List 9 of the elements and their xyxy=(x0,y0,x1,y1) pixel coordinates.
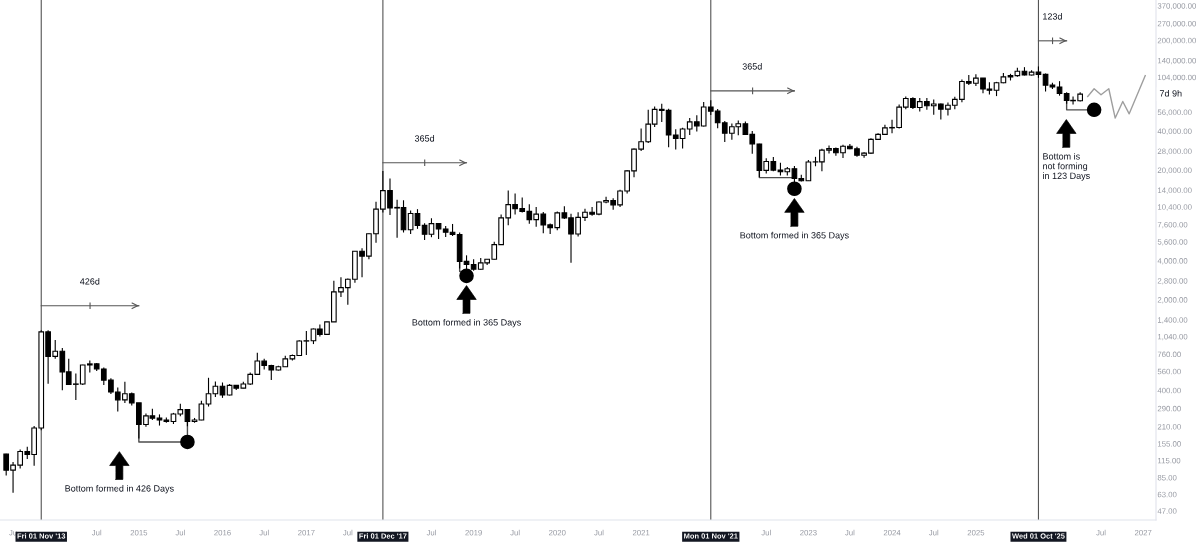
annotation: 426d xyxy=(79,277,100,285)
annotation: 123d xyxy=(1043,13,1062,20)
annotation: Bottom is not forming in 123 Days xyxy=(1043,152,1090,181)
text: 7d 9h xyxy=(1159,89,1182,97)
annotation: 365d xyxy=(742,63,762,70)
annotation: Bottom formed in 365 Days xyxy=(740,231,849,241)
annotation: Bottom formed in 426 Days xyxy=(65,485,174,494)
annotation: Bottom formed in 365 Days xyxy=(412,318,521,328)
annotation: 365d xyxy=(414,135,435,142)
